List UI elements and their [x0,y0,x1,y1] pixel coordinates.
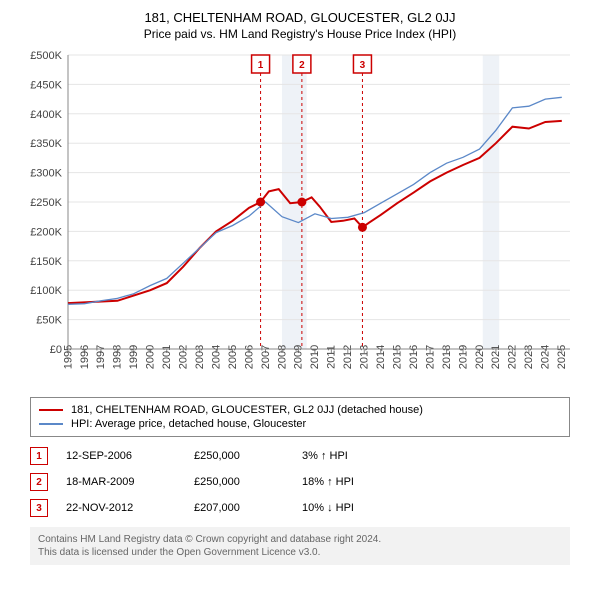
marker-dot [256,198,265,207]
x-tick-label: 2005 [227,345,239,369]
transaction-date: 18-MAR-2009 [66,476,176,488]
transaction-row: 2 18-MAR-2009 £250,000 18% ↑ HPI [30,469,570,495]
x-tick-label: 1997 [95,345,107,369]
legend: 181, CHELTENHAM ROAD, GLOUCESTER, GL2 0J… [30,397,570,437]
x-tick-label: 1999 [128,345,140,369]
transaction-row: 3 22-NOV-2012 £207,000 10% ↓ HPI [30,495,570,521]
x-tick-label: 2022 [507,345,519,369]
x-tick-label: 2009 [293,345,305,369]
transaction-delta: 3% ↑ HPI [302,450,402,462]
transaction-delta: 18% ↑ HPI [302,476,402,488]
x-tick-label: 2015 [391,345,403,369]
transaction-badge: 2 [30,473,48,491]
x-tick-label: 2017 [424,345,436,369]
marker-number: 3 [360,60,366,71]
chart-svg: £0 £50K £100K £150K £200K £250K £300K £350K £400… [20,49,580,389]
x-tick-label: 2006 [243,345,255,369]
x-tick-label: 2013 [359,345,371,369]
x-tick-label: 2021 [490,345,502,369]
transaction-price: £207,000 [194,502,284,514]
x-tick-label: 2010 [309,345,321,369]
x-tick-label: 2019 [457,345,469,369]
transaction-row: 1 12-SEP-2006 £250,000 3% ↑ HPI [30,443,570,469]
y-tick-label: £200K [30,226,62,238]
footer-line-2: This data is licensed under the Open Gov… [38,546,562,559]
x-tick-label: 2012 [342,345,354,369]
footer-line-1: Contains HM Land Registry data © Crown c… [38,533,562,546]
transaction-badge: 3 [30,499,48,517]
transaction-price: £250,000 [194,476,284,488]
legend-swatch [39,409,63,411]
legend-label: HPI: Average price, detached house, Glou… [71,418,306,430]
legend-item: HPI: Average price, detached house, Glou… [39,418,561,430]
x-tick-label: 2004 [210,345,222,369]
transaction-date: 22-NOV-2012 [66,502,176,514]
y-tick-label: £350K [30,138,62,150]
y-tick-label: £150K [30,256,62,268]
x-tick-label: 2024 [540,345,552,369]
x-tick-label: 2001 [161,345,173,369]
transactions-table: 1 12-SEP-2006 £250,000 3% ↑ HPI 2 18-MAR-2009… [30,443,570,521]
x-tick-label: 1996 [79,345,91,369]
y-tick-label: £250K [30,197,62,209]
y-tick-label: £0 [50,344,62,356]
page-title: 181, CHELTENHAM ROAD, GLOUCESTER, GL2 0J… [8,10,592,25]
marker-number: 2 [299,60,305,71]
y-tick-label: £50K [36,315,62,327]
page-subtitle: Price paid vs. HM Land Registry's House … [8,27,592,41]
transaction-delta: 10% ↓ HPI [302,502,402,514]
y-tick-label: £450K [30,79,62,91]
x-tick-label: 2025 [556,345,568,369]
y-tick-label: £500K [30,50,62,62]
x-tick-label: 1998 [112,345,124,369]
marker-dot [297,198,306,207]
marker-dot [358,223,367,232]
legend-label: 181, CHELTENHAM ROAD, GLOUCESTER, GL2 0J… [71,404,423,416]
x-tick-label: 2016 [408,345,420,369]
x-tick-label: 2023 [523,345,535,369]
x-tick-label: 2000 [145,345,157,369]
transaction-date: 12-SEP-2006 [66,450,176,462]
legend-swatch [39,423,63,425]
x-tick-label: 2020 [474,345,486,369]
transaction-badge: 1 [30,447,48,465]
x-tick-label: 2007 [260,345,272,369]
y-tick-label: £400K [30,109,62,121]
x-tick-label: 2018 [441,345,453,369]
x-tick-label: 2003 [194,345,206,369]
marker-number: 1 [258,60,264,71]
transaction-price: £250,000 [194,450,284,462]
x-tick-label: 2008 [276,345,288,369]
legend-item: 181, CHELTENHAM ROAD, GLOUCESTER, GL2 0J… [39,404,561,416]
x-tick-label: 2002 [178,345,190,369]
x-tick-label: 2014 [375,345,387,369]
y-tick-label: £300K [30,168,62,180]
footer-attribution: Contains HM Land Registry data © Crown c… [30,527,570,565]
price-chart: £0 £50K £100K £150K £200K £250K £300K £350K £400… [20,49,580,389]
y-tick-label: £100K [30,285,62,297]
